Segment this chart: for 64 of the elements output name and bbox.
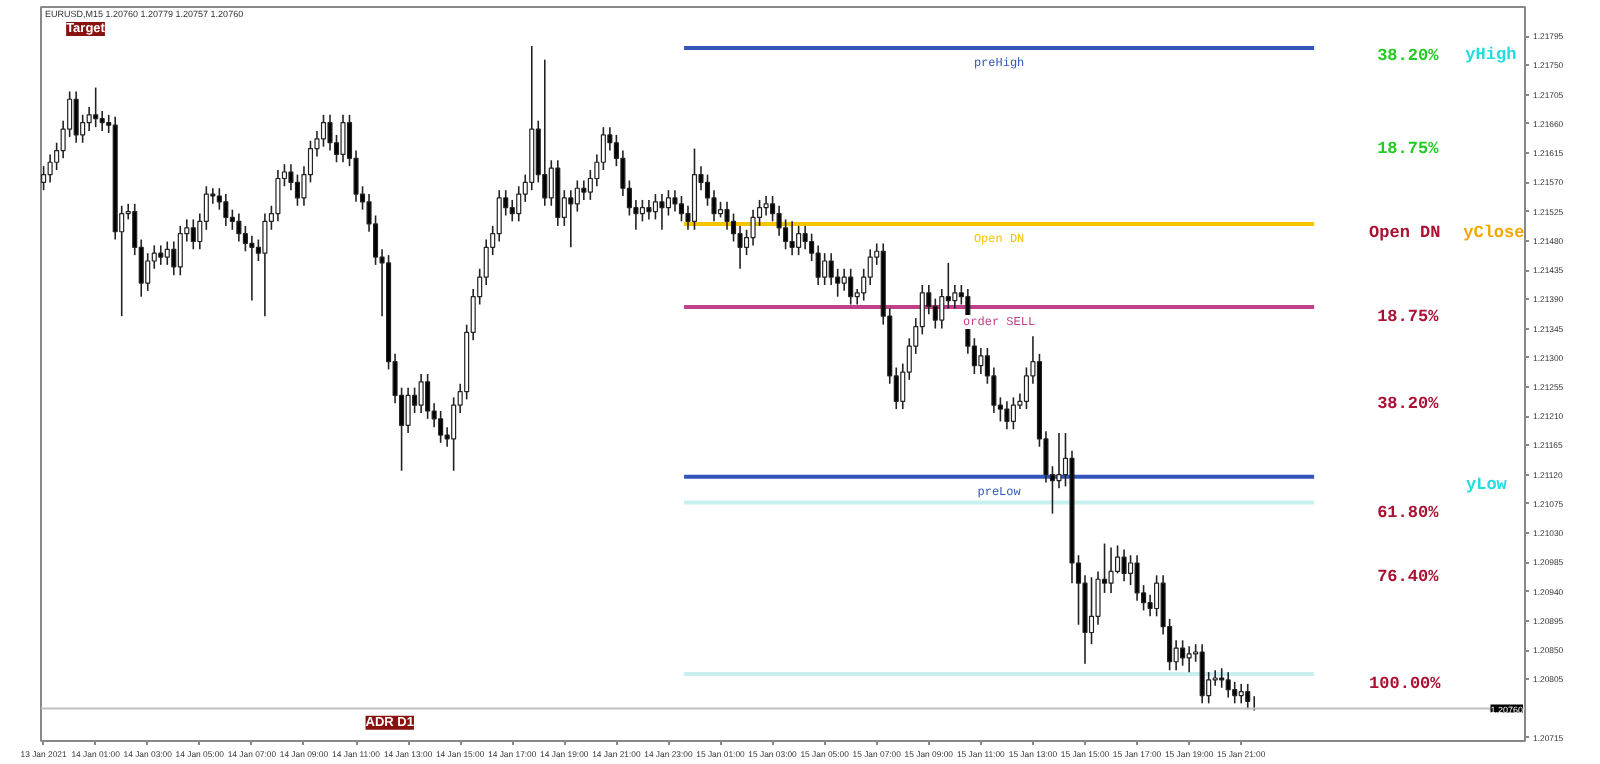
annotation: 38.20% — [1377, 46, 1441, 67]
candlestick — [750, 208, 756, 247]
candlestick — [1238, 683, 1244, 705]
candlestick — [822, 252, 828, 286]
candlestick — [1219, 667, 1225, 689]
annotation: Open DN — [1369, 223, 1441, 244]
annotation: 18.75% — [1377, 307, 1441, 328]
candlestick — [1056, 432, 1062, 490]
candlestick — [1186, 645, 1192, 673]
candlestick — [320, 114, 327, 148]
candlestick — [1121, 548, 1127, 583]
candlestick — [262, 212, 268, 317]
candlestick — [1134, 554, 1140, 602]
candlestick — [249, 234, 255, 302]
candlestick — [639, 199, 645, 223]
candlestick — [672, 189, 678, 213]
candlestick — [73, 90, 79, 144]
candlestick — [340, 114, 346, 164]
candlestick — [691, 147, 698, 231]
candlestick — [542, 58, 548, 207]
candlestick — [1010, 396, 1016, 431]
candlestick — [223, 193, 229, 227]
candlestick — [275, 169, 281, 223]
candlestick — [418, 373, 424, 414]
candlestick — [789, 220, 795, 256]
candlestick — [815, 244, 821, 286]
candlestick — [939, 288, 945, 330]
candlestick — [405, 386, 411, 434]
annotation: 38.20% — [1377, 394, 1441, 415]
candlestick — [190, 218, 196, 251]
candlestick — [1245, 683, 1251, 710]
candlestick — [978, 347, 984, 375]
annotation: 61.80% — [1377, 502, 1441, 523]
candlestick — [171, 240, 177, 277]
candlestick — [848, 267, 854, 306]
annotation: 76.40% — [1377, 567, 1441, 588]
annotation: yClose — [1463, 223, 1525, 244]
candlestick — [438, 410, 444, 444]
candlestick — [841, 267, 847, 292]
candlestick — [568, 189, 574, 249]
candlestick — [1108, 546, 1114, 594]
candlestick — [236, 212, 242, 243]
candlestick — [678, 195, 685, 223]
candlestick — [796, 225, 802, 256]
candlestick — [1199, 643, 1205, 705]
candlestick — [177, 225, 183, 277]
candlestick — [1004, 400, 1010, 431]
annotation: yLow — [1466, 474, 1509, 495]
annotation: yHigh — [1465, 44, 1517, 65]
candlestick — [1088, 576, 1095, 646]
candlestick — [145, 252, 151, 292]
candlestick — [581, 179, 587, 201]
candlestick — [1225, 671, 1231, 699]
annotation: 18.75% — [1377, 139, 1441, 160]
candlestick — [646, 199, 652, 221]
candlestick — [425, 373, 431, 420]
candlestick — [93, 86, 99, 128]
candlestick — [158, 244, 164, 266]
candlestick — [99, 110, 105, 132]
candlestick — [1180, 639, 1186, 667]
candlestick — [659, 193, 665, 231]
candlestick — [1128, 554, 1134, 586]
annotation: 100.00% — [1369, 674, 1443, 695]
candlestick — [164, 240, 170, 266]
